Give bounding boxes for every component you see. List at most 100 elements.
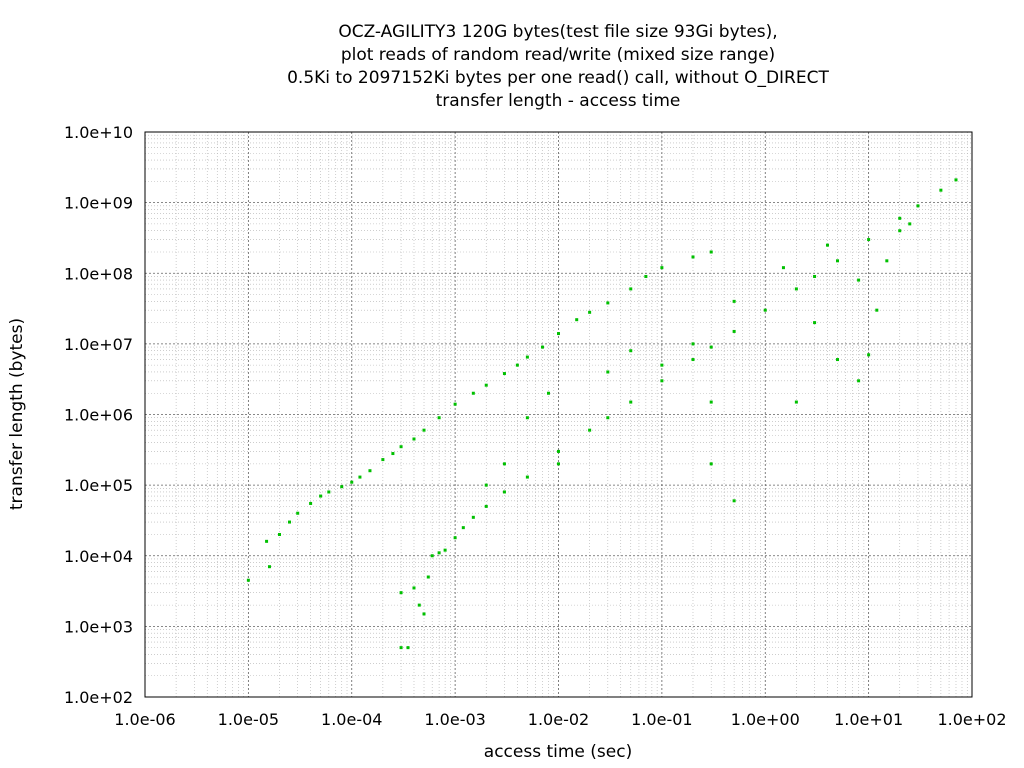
data-point — [606, 416, 610, 420]
y-tick-label: 1.0e+05 — [64, 476, 133, 495]
data-point — [732, 499, 736, 503]
chart-title-line-1: OCZ-AGILITY3 120G bytes(test file size 9… — [338, 22, 777, 42]
data-point — [557, 449, 560, 453]
data-point — [709, 345, 713, 349]
data-point — [629, 349, 633, 353]
data-point — [502, 490, 506, 494]
data-point — [430, 554, 434, 558]
data-point — [406, 646, 410, 650]
data-point — [471, 391, 475, 395]
data-point — [939, 188, 943, 192]
data-point — [422, 612, 426, 616]
data-point — [857, 379, 861, 383]
y-tick-label: 1.0e+09 — [64, 194, 133, 213]
data-point — [660, 379, 664, 383]
data-point — [691, 358, 695, 362]
data-point — [453, 402, 457, 406]
data-point — [709, 250, 713, 254]
data-point — [502, 462, 506, 466]
data-point — [422, 428, 426, 432]
data-point — [732, 299, 736, 303]
data-point — [660, 363, 664, 367]
y-tick-label: 1.0e+06 — [64, 406, 133, 425]
data-point — [867, 353, 871, 357]
data-point — [484, 504, 488, 508]
y-tick-label: 1.0e+10 — [64, 123, 133, 142]
data-point — [916, 204, 920, 208]
data-point — [412, 437, 416, 441]
data-point — [557, 332, 560, 336]
data-point — [399, 445, 403, 449]
data-point — [417, 603, 421, 607]
data-point — [709, 462, 713, 466]
data-point — [644, 274, 648, 278]
x-tick-label: 1.0e-05 — [218, 710, 279, 729]
y-axis-label: transfer length (bytes) — [7, 318, 27, 510]
y-tick-label: 1.0e+04 — [64, 547, 133, 566]
data-point — [813, 274, 817, 278]
x-axis-ticks: 1.0e-06 1.0e-05 1.0e-04 1.0e-03 1.0e-02 1.0e-… — [114, 710, 1006, 729]
data-point — [502, 372, 506, 376]
y-tick-label: 1.0e+08 — [64, 264, 133, 283]
data-point — [709, 400, 713, 404]
data-point — [453, 536, 457, 540]
y-tick-label: 1.0e+03 — [64, 617, 133, 636]
data-point — [265, 539, 269, 543]
data-point — [836, 358, 840, 362]
data-point — [319, 494, 323, 498]
plot-frame — [144, 131, 973, 698]
data-point — [794, 287, 798, 291]
data-point — [875, 308, 879, 312]
data-point — [340, 485, 344, 489]
data-point — [246, 578, 250, 582]
chart-title-line-4: transfer length - access time — [436, 91, 681, 111]
data-point — [763, 308, 767, 312]
data-point — [267, 565, 271, 569]
data-point — [954, 178, 958, 182]
data-point — [836, 259, 840, 263]
data-point — [391, 452, 395, 456]
data-point — [437, 551, 441, 555]
data-point — [606, 370, 610, 374]
data-point — [732, 329, 736, 333]
data-point — [588, 310, 592, 314]
data-point — [885, 259, 889, 263]
data-point — [525, 475, 529, 479]
data-point — [629, 287, 633, 291]
data-point — [557, 462, 560, 466]
data-point — [867, 238, 871, 242]
data-point — [588, 428, 592, 432]
data-point — [443, 548, 447, 552]
data-point — [515, 363, 519, 367]
data-point — [399, 591, 403, 595]
data-point — [525, 355, 529, 359]
data-point — [358, 475, 362, 479]
data-point — [426, 575, 430, 579]
x-axis-label: access time (sec) — [484, 742, 632, 762]
x-tick-label: 1.0e-02 — [528, 710, 589, 729]
data-point — [546, 391, 550, 395]
data-point — [781, 266, 785, 270]
data-point — [629, 400, 633, 404]
major-grid — [144, 131, 973, 698]
data-point — [794, 400, 798, 404]
y-tick-label: 1.0e+02 — [64, 688, 133, 707]
data-point — [540, 345, 544, 349]
data-point — [399, 646, 403, 650]
data-points — [246, 178, 958, 650]
y-axis-ticks: 1.0e+02 1.0e+03 1.0e+04 1.0e+05 1.0e+06 1.0e+… — [64, 123, 133, 707]
data-point — [857, 278, 861, 282]
data-point — [437, 416, 441, 420]
data-point — [412, 586, 416, 590]
data-point — [309, 501, 313, 505]
data-point — [484, 483, 488, 487]
data-point — [381, 458, 385, 462]
x-tick-label: 1.0e-04 — [321, 710, 382, 729]
data-point — [484, 383, 488, 387]
data-point — [606, 301, 610, 305]
x-tick-label: 1.0e+01 — [834, 710, 903, 729]
data-point — [691, 255, 695, 259]
x-tick-label: 1.0e-06 — [114, 710, 175, 729]
data-point — [461, 526, 465, 530]
